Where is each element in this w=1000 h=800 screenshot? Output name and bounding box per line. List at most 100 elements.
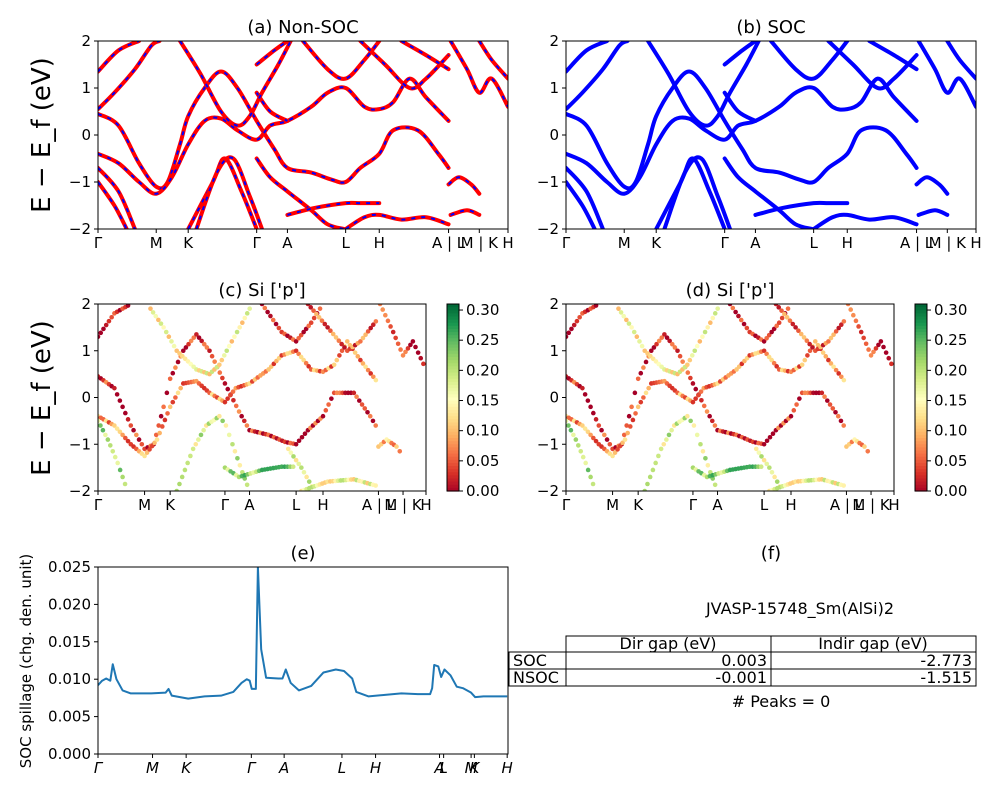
projection-point xyxy=(421,361,426,367)
projection-point xyxy=(360,361,366,366)
projection-point xyxy=(883,350,889,355)
x-tick-label: M | K xyxy=(384,496,423,514)
panel-e-title: (e) xyxy=(290,543,315,564)
projection-point xyxy=(621,432,627,438)
projection-point xyxy=(669,341,675,347)
x-tick-label: Γ xyxy=(562,496,571,514)
panel-f-gap-table: JVASP-15748_Sm(AlSi)2 Dir gap (eV) Indir… xyxy=(508,599,977,711)
projection-point xyxy=(631,329,637,335)
y-tick-label: 0.025 xyxy=(48,558,91,576)
projection-point xyxy=(377,304,383,307)
projection-point xyxy=(232,334,237,340)
projection-point xyxy=(98,334,101,340)
projection-point xyxy=(593,417,599,422)
projection-point xyxy=(588,432,593,438)
projection-point xyxy=(237,325,242,330)
projection-point xyxy=(413,344,418,350)
projection-point xyxy=(833,410,838,415)
projection-point xyxy=(293,441,299,447)
colorbar-segment xyxy=(915,319,927,324)
projection-point xyxy=(415,350,421,355)
projection-point xyxy=(571,432,576,438)
projection-point xyxy=(306,479,312,484)
projection-point xyxy=(779,315,785,321)
band-line-dashed xyxy=(255,157,345,229)
x-tick-label: M | K xyxy=(461,234,500,252)
projection-point xyxy=(301,357,306,363)
projection-point xyxy=(385,318,391,324)
projection-point xyxy=(776,320,782,326)
projection-point xyxy=(802,357,808,363)
colorbar-tick-label: 0.10 xyxy=(466,422,499,440)
y-tick-label: −2 xyxy=(69,482,91,500)
colorbar-segment xyxy=(915,466,927,470)
x-tick-label: M xyxy=(618,234,631,252)
projection-point xyxy=(758,464,764,469)
spillage-series xyxy=(98,567,508,700)
projection-point xyxy=(355,354,361,359)
colorbar-segment xyxy=(447,378,459,383)
projection-point xyxy=(873,346,879,351)
x-tick-label: A | L xyxy=(432,234,466,252)
projection-point xyxy=(838,322,844,328)
projection-point xyxy=(362,406,368,411)
projection-point xyxy=(700,448,706,454)
projection-point xyxy=(240,320,245,326)
projection-point xyxy=(659,335,665,340)
projection-point xyxy=(773,304,779,307)
projection-points xyxy=(98,304,426,491)
projection-point xyxy=(217,370,223,375)
projection-point xyxy=(637,339,642,344)
band-line xyxy=(916,208,950,217)
colorbar-frame xyxy=(446,303,460,492)
y-tick-label: 1 xyxy=(81,79,91,97)
projection-point xyxy=(733,309,738,315)
projection-point xyxy=(615,447,620,452)
projection-point xyxy=(828,361,834,366)
panel-f-title: (f) xyxy=(761,543,781,564)
x-tick-label: M xyxy=(606,496,619,514)
colorbar-segment xyxy=(447,369,459,374)
projection-point xyxy=(393,335,398,341)
colorbar-segment xyxy=(915,338,927,342)
projection-point xyxy=(588,474,593,480)
projection-point xyxy=(180,348,186,354)
band-lines xyxy=(98,41,508,229)
colorbar-segment xyxy=(447,356,459,361)
projection-point xyxy=(599,427,604,433)
x-tick-label: A xyxy=(750,234,761,252)
projection-point xyxy=(178,385,183,391)
projection-point xyxy=(807,348,813,354)
colorbar-segment xyxy=(915,307,927,311)
projection-point xyxy=(835,413,841,419)
projection-point xyxy=(807,341,812,347)
projection-point xyxy=(812,339,818,344)
projection-point xyxy=(161,404,166,410)
projection-point xyxy=(149,443,155,449)
projection-point xyxy=(370,418,376,424)
projection-point xyxy=(578,448,584,454)
x-tick-label: A xyxy=(433,759,444,777)
projection-point xyxy=(299,465,304,470)
projection-point xyxy=(285,446,291,452)
x-tick-label: A | L xyxy=(362,496,396,514)
projection-point xyxy=(159,424,165,429)
x-tick-label: Γ xyxy=(562,234,571,252)
projection-point xyxy=(365,329,371,334)
projection-point xyxy=(301,470,307,475)
colorbar-segment xyxy=(915,444,927,448)
projection-point xyxy=(693,386,699,392)
colorbar-segment xyxy=(915,450,927,455)
projection-point xyxy=(566,418,569,424)
projection-point xyxy=(400,353,406,358)
colorbar-segment xyxy=(447,472,459,477)
colorbar-segment xyxy=(915,397,927,402)
y-tick-label: 1 xyxy=(549,342,559,360)
projection-point xyxy=(359,402,365,407)
projection-point xyxy=(186,341,191,347)
projection-point xyxy=(580,385,585,391)
projection-point xyxy=(114,426,120,431)
projection-point xyxy=(643,390,649,396)
projection-point xyxy=(648,348,654,354)
